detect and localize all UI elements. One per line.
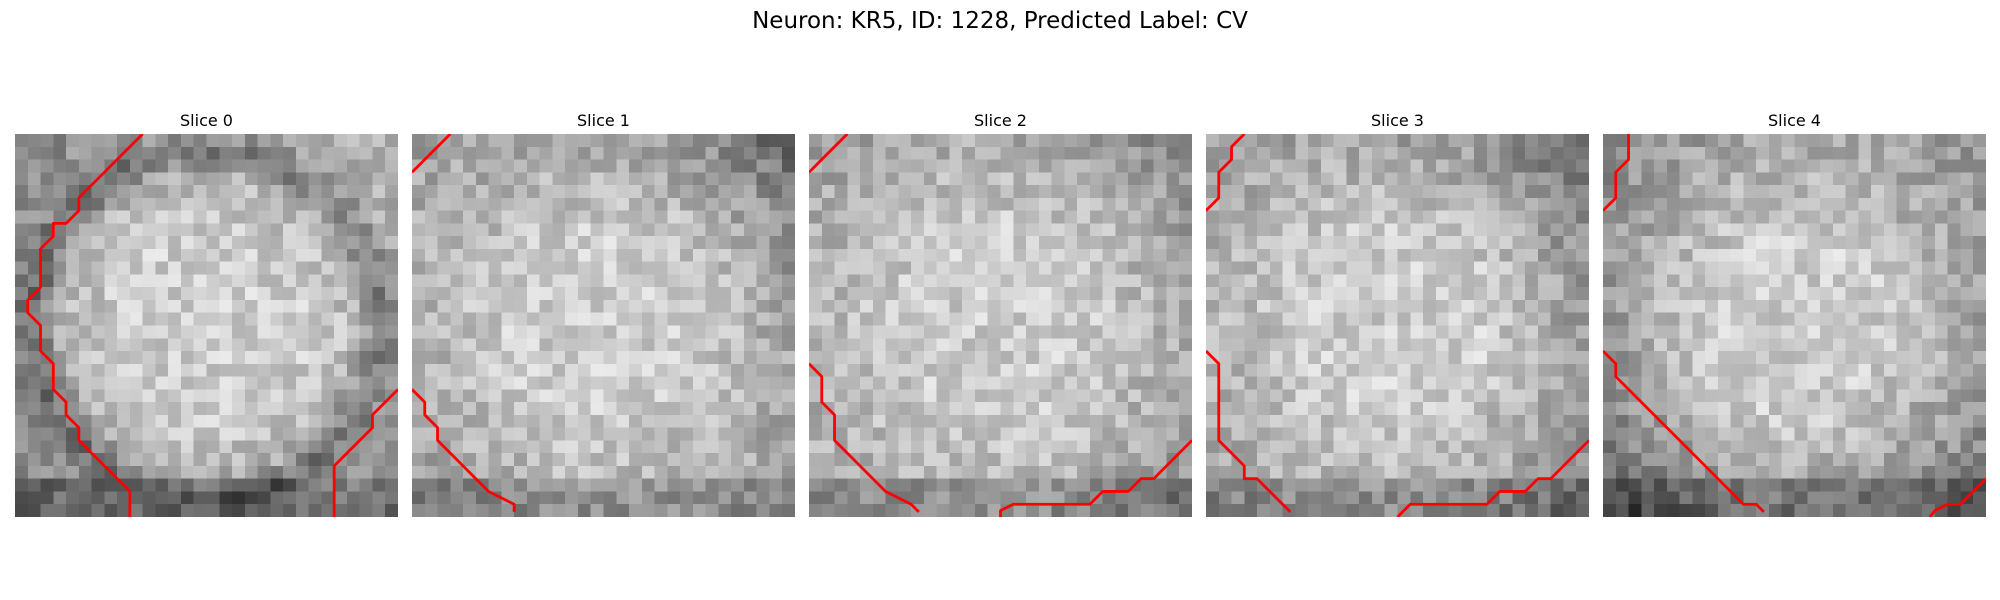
contour-line <box>1603 350 1765 513</box>
slice-panel: Slice 4 <box>1603 108 1986 517</box>
pixel-grid <box>1206 134 1589 517</box>
pixel-grid <box>412 134 795 517</box>
slice-title: Slice 2 <box>974 111 1027 130</box>
pixel-grid <box>15 134 398 517</box>
contour-line <box>412 388 516 512</box>
slice-panel: Slice 1 <box>412 108 795 517</box>
contour-line <box>332 388 398 517</box>
slice-panel: Slice 3 <box>1206 108 1589 517</box>
contour-line <box>1396 439 1589 517</box>
slice-title: Slice 0 <box>180 111 233 130</box>
pixel-grid <box>809 134 1192 517</box>
slice-image <box>412 134 795 517</box>
figure-title: Neuron: KR5, ID: 1228, Predicted Label: … <box>752 8 1248 34</box>
contour-line <box>1206 134 1246 212</box>
slice-title: Slice 4 <box>1768 111 1821 130</box>
slice-image <box>809 134 1192 517</box>
slice-image <box>1206 134 1589 517</box>
pixel-grid <box>1603 134 1986 517</box>
slice-title: Slice 1 <box>577 111 630 130</box>
contour-line <box>1603 134 1630 212</box>
contour-line <box>809 362 920 513</box>
slice-image <box>1603 134 1986 517</box>
contour-line <box>809 134 849 174</box>
contour-line <box>412 134 452 174</box>
contour-line <box>999 439 1192 517</box>
slice-image <box>15 134 398 517</box>
contour-line <box>1928 477 1986 517</box>
slice-panel: Slice 0 <box>15 108 398 517</box>
contour-line <box>1206 350 1292 513</box>
slice-panel: Slice 2 <box>809 108 1192 517</box>
slice-title: Slice 3 <box>1371 111 1424 130</box>
contour-line <box>26 134 144 517</box>
